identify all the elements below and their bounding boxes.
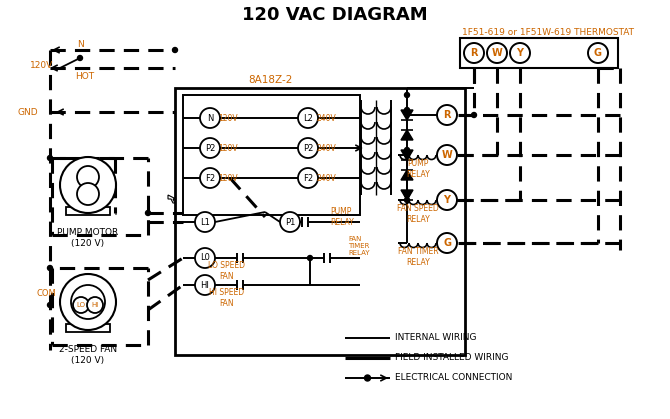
Circle shape xyxy=(405,197,409,202)
Circle shape xyxy=(298,168,318,188)
Bar xyxy=(183,95,360,215)
Circle shape xyxy=(405,93,409,98)
Text: 120V: 120V xyxy=(218,173,238,183)
Text: 240V: 240V xyxy=(316,143,336,153)
Circle shape xyxy=(437,190,457,210)
Text: G: G xyxy=(443,238,451,248)
Text: Y: Y xyxy=(517,48,523,58)
Circle shape xyxy=(437,233,457,253)
Text: Y: Y xyxy=(444,195,450,205)
Polygon shape xyxy=(401,170,413,180)
Circle shape xyxy=(60,274,116,330)
Bar xyxy=(66,207,110,215)
Text: L1: L1 xyxy=(200,217,210,227)
Circle shape xyxy=(200,138,220,158)
Circle shape xyxy=(298,138,318,158)
Text: 2-SPEED FAN
(120 V): 2-SPEED FAN (120 V) xyxy=(59,345,117,365)
Circle shape xyxy=(48,266,52,271)
Polygon shape xyxy=(168,195,176,203)
Text: R: R xyxy=(470,48,478,58)
Circle shape xyxy=(48,303,52,308)
Circle shape xyxy=(487,43,507,63)
Polygon shape xyxy=(401,190,413,200)
Text: N: N xyxy=(76,39,83,49)
Polygon shape xyxy=(401,110,413,120)
Circle shape xyxy=(78,55,82,60)
Text: 8A18Z-2: 8A18Z-2 xyxy=(248,75,292,85)
Text: HI SPEED
FAN: HI SPEED FAN xyxy=(210,288,245,308)
Text: F2: F2 xyxy=(205,173,215,183)
Circle shape xyxy=(195,248,215,268)
Text: 120 VAC DIAGRAM: 120 VAC DIAGRAM xyxy=(242,6,428,24)
Text: INTERNAL WIRING: INTERNAL WIRING xyxy=(395,334,476,342)
Text: 120V: 120V xyxy=(218,143,238,153)
Text: LO SPEED
FAN: LO SPEED FAN xyxy=(208,261,245,281)
Text: HI: HI xyxy=(200,280,210,290)
Polygon shape xyxy=(401,150,413,160)
Text: W: W xyxy=(492,48,502,58)
Bar xyxy=(175,88,465,355)
Circle shape xyxy=(73,297,89,313)
Circle shape xyxy=(437,145,457,165)
Circle shape xyxy=(200,168,220,188)
Text: FAN
TIMER
RELAY: FAN TIMER RELAY xyxy=(348,236,370,256)
Text: GND: GND xyxy=(17,108,38,116)
Text: P2: P2 xyxy=(303,143,313,153)
Text: N: N xyxy=(207,114,213,122)
Circle shape xyxy=(510,43,530,63)
Circle shape xyxy=(60,157,116,213)
Text: ELECTRICAL CONNECTION: ELECTRICAL CONNECTION xyxy=(395,373,513,383)
Circle shape xyxy=(77,183,99,205)
Circle shape xyxy=(172,47,178,52)
Bar xyxy=(66,324,110,332)
Circle shape xyxy=(71,285,105,319)
Text: HI: HI xyxy=(91,302,98,308)
Circle shape xyxy=(405,147,409,153)
Text: HOT: HOT xyxy=(76,72,94,80)
Text: FAN TIMER
RELAY: FAN TIMER RELAY xyxy=(398,247,438,267)
Circle shape xyxy=(87,297,103,313)
Text: PUMP
RELAY: PUMP RELAY xyxy=(406,159,430,178)
Text: 1F51-619 or 1F51W-619 THERMOSTAT: 1F51-619 or 1F51W-619 THERMOSTAT xyxy=(462,28,634,36)
Bar xyxy=(460,38,618,68)
Text: G: G xyxy=(594,48,602,58)
Circle shape xyxy=(405,108,409,112)
Text: W: W xyxy=(442,150,452,160)
Circle shape xyxy=(145,210,151,215)
Circle shape xyxy=(195,275,215,295)
Circle shape xyxy=(472,112,476,117)
Text: 120V: 120V xyxy=(30,60,53,70)
Text: FAN SPEED
RELAY: FAN SPEED RELAY xyxy=(397,204,439,224)
Text: FIELD INSTALLED WIRING: FIELD INSTALLED WIRING xyxy=(395,354,509,362)
Text: LO: LO xyxy=(76,302,86,308)
Text: L0: L0 xyxy=(200,253,210,262)
Text: PUMP
RELAY: PUMP RELAY xyxy=(330,207,354,227)
Circle shape xyxy=(77,166,99,188)
Circle shape xyxy=(464,43,484,63)
Text: COM: COM xyxy=(36,290,56,298)
Circle shape xyxy=(437,105,457,125)
Circle shape xyxy=(308,256,312,261)
Circle shape xyxy=(48,155,52,160)
Circle shape xyxy=(195,212,215,232)
Text: 120V: 120V xyxy=(218,114,238,122)
Circle shape xyxy=(405,153,409,158)
Text: 240V: 240V xyxy=(316,114,336,122)
Circle shape xyxy=(298,108,318,128)
Text: P2: P2 xyxy=(205,143,215,153)
Circle shape xyxy=(364,375,371,381)
Circle shape xyxy=(200,108,220,128)
Text: PUMP MOTOR
(120 V): PUMP MOTOR (120 V) xyxy=(58,228,119,248)
Polygon shape xyxy=(401,130,413,140)
Circle shape xyxy=(280,212,300,232)
Text: R: R xyxy=(444,110,451,120)
Text: F2: F2 xyxy=(303,173,313,183)
Text: P1: P1 xyxy=(285,217,295,227)
Circle shape xyxy=(405,192,409,197)
Circle shape xyxy=(588,43,608,63)
Text: L2: L2 xyxy=(303,114,313,122)
Text: 240V: 240V xyxy=(316,173,336,183)
